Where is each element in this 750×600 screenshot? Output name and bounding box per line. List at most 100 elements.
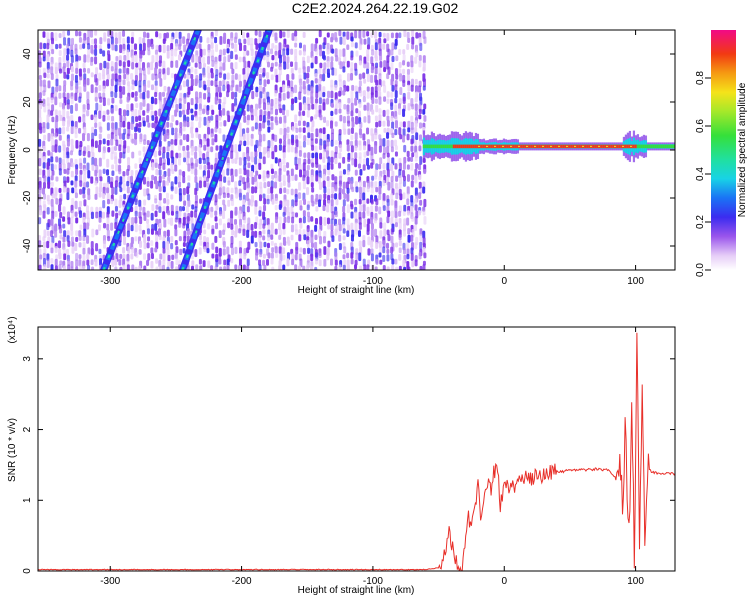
spectrogram-cell: [186, 133, 190, 143]
carrier-core: [482, 144, 486, 149]
spectrogram-cell: [114, 222, 118, 230]
spectrogram-cell: [354, 169, 358, 176]
spectrogram-cell: [239, 252, 243, 260]
spectrogram-cell: [150, 212, 154, 221]
spectrogram-cell: [219, 49, 223, 57]
spectrogram-cell: [423, 36, 427, 44]
spectrogram-cell: [322, 156, 326, 164]
spectrogram-cell: [251, 56, 255, 63]
spectrogram-cell: [390, 210, 394, 219]
spectrogram-cell: [323, 217, 327, 226]
spectrogram-cell: [331, 235, 335, 242]
spectrogram-cell: [306, 204, 310, 211]
spectrogram-cell: [363, 116, 367, 123]
spectrogram-cell: [203, 144, 207, 151]
spectrogram-cell: [147, 80, 151, 88]
spectrogram-cell: [74, 211, 78, 218]
spectrogram-cell: [59, 234, 63, 240]
spectrogram-cell: [282, 180, 286, 187]
spectrogram-cell: [207, 223, 211, 230]
carrier-core: [548, 144, 552, 149]
spectrogram-cell: [318, 144, 322, 151]
spectrogram-cell: [335, 198, 339, 206]
spectrogram-cell: [119, 114, 123, 122]
spectrogram-cell: [86, 222, 90, 230]
spectrogram-cell: [218, 218, 222, 226]
spectrogram-cell: [179, 139, 183, 146]
spectrogram-cell: [62, 216, 66, 222]
spectrogram-cell: [50, 110, 54, 116]
spectrogram-cell: [186, 79, 190, 87]
spectrogram-cell: [282, 92, 286, 101]
spectrogram-x-tick-label: -300: [100, 276, 120, 287]
carrier-core: [430, 144, 434, 149]
spectrogram-cell: [78, 200, 82, 207]
carrier-core: [620, 144, 624, 149]
spectrogram-cell: [50, 156, 54, 163]
spectrogram-cell: [378, 108, 382, 115]
spectrogram-cell: [406, 242, 410, 251]
spectrogram-cell: [410, 156, 414, 163]
spectrogram-cell: [211, 138, 215, 146]
spectrogram-cell: [334, 210, 338, 218]
spectrogram-cell: [303, 72, 307, 80]
spectrogram-cell: [106, 217, 110, 226]
spectrogram-cell: [254, 156, 258, 165]
spectrogram-cell: [422, 186, 426, 194]
carrier-core: [454, 144, 458, 149]
spectrogram-cell: [291, 98, 295, 105]
spectrogram-cell: [243, 140, 247, 147]
spectrogram-cell: [99, 62, 103, 71]
spectrogram-cell: [294, 48, 298, 58]
spectrogram-cell: [362, 96, 366, 103]
carrier-core: [562, 144, 566, 149]
spectrogram-cell: [291, 126, 295, 132]
spectrogram-cell: [138, 265, 142, 270]
spectrogram-cell: [410, 206, 414, 214]
spectrogram-cell: [230, 150, 234, 160]
spectrogram-cell: [50, 152, 54, 158]
spectrogram-cell: [70, 138, 74, 146]
spectrogram-cell: [294, 254, 298, 261]
spectrogram-cell: [358, 80, 362, 87]
carrier-core: [442, 144, 446, 149]
spectrogram-cell: [299, 258, 303, 268]
spectrogram-cell: [118, 60, 122, 67]
spectrogram-cell: [54, 32, 58, 42]
spectrogram-cell: [110, 181, 114, 188]
spectrogram-cell: [274, 134, 278, 143]
spectrogram-cell: [414, 168, 418, 176]
spectrogram-cell: [219, 181, 223, 189]
spectrogram-cell: [350, 204, 354, 210]
spectrogram-cell: [355, 229, 359, 235]
spectrogram-cell: [354, 152, 358, 159]
spectrogram-cell: [414, 103, 418, 112]
spectrogram-cell: [170, 217, 174, 226]
spectrogram-cell: [255, 43, 259, 50]
spectrogram-cell: [38, 240, 42, 248]
spectrogram-cell: [58, 127, 62, 135]
spectrogram-cell: [111, 259, 115, 268]
spectrogram-cell: [127, 223, 131, 233]
spectrogram-cell: [394, 217, 398, 224]
spectrogram-cell: [42, 56, 46, 62]
spectrogram-cell: [103, 36, 107, 43]
spectrogram-cell: [342, 199, 346, 207]
spectrogram-cell: [139, 92, 143, 99]
spectrogram-cell: [167, 210, 171, 216]
spectrogram-cell: [202, 56, 206, 64]
spectrogram-cell: [102, 150, 106, 160]
spectrogram-cell: [158, 222, 162, 231]
spectrogram-cell: [323, 116, 327, 124]
spectrogram-cell: [78, 127, 82, 134]
spectrogram-cell: [194, 248, 198, 258]
snr-x-tick-label: -200: [232, 576, 252, 587]
spectrogram-cell: [346, 139, 350, 146]
spectrogram-cell: [58, 92, 62, 99]
spectrogram-cell: [346, 85, 350, 92]
spectrogram-cell: [342, 188, 346, 195]
spectrogram-cell: [139, 240, 143, 248]
spectrogram-cell: [42, 90, 46, 96]
spectrogram-cell: [406, 210, 410, 216]
spectrogram-cell: [398, 265, 402, 270]
